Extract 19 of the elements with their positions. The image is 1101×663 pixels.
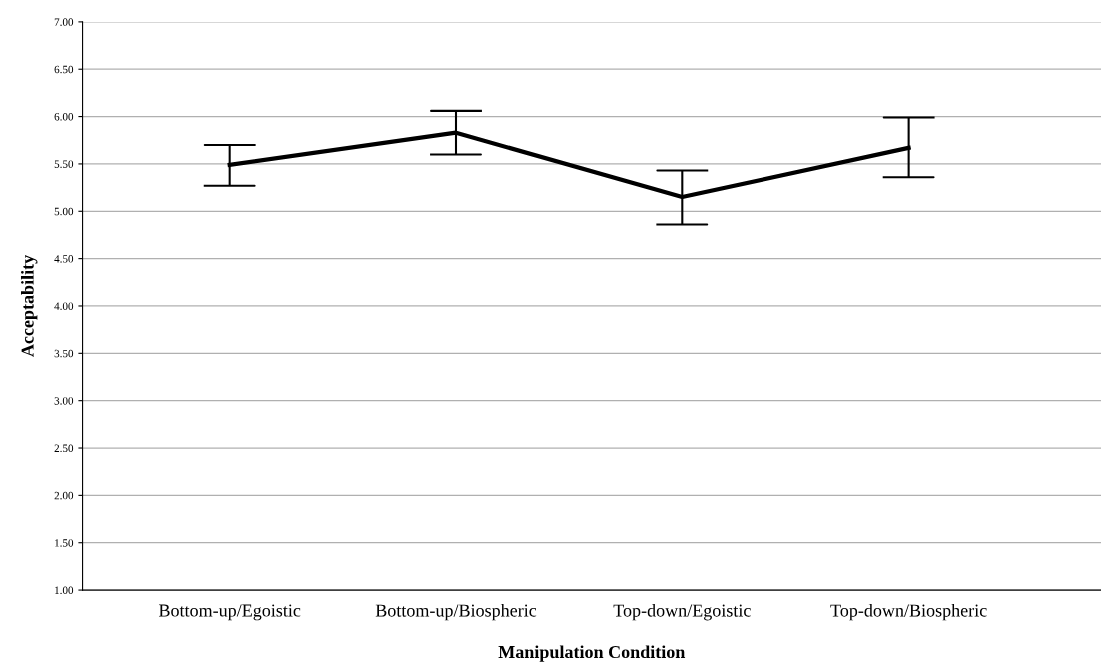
y-tick-label: 2.00 [54,491,74,500]
x-tick-label: Bottom-up/Biospheric [375,603,537,621]
y-tick-label: 1.50 [55,539,74,547]
y-tick-label: 3.50 [54,349,74,358]
y-tick-label: 6.50 [54,65,74,74]
y-axis-title: Acceptability [21,255,38,357]
y-tick-label: 5.00 [54,207,74,216]
x-tick-label: Top-down/Biospheric [830,603,987,621]
y-tick-label: 2.50 [54,444,74,453]
y-tick-label: 4.50 [54,255,74,263]
y-tick-label: 4.00 [54,302,74,310]
x-axis-title: Manipulation Condition [498,645,686,662]
y-tick-label: 6.00 [54,113,74,121]
y-tick-label: 1.00 [55,586,74,595]
y-tick-label: 3.00 [54,397,74,405]
x-tick-label: Top-down/Egoistic [613,603,751,621]
y-tick-label: 7.00 [54,18,74,26]
x-tick-label: Bottom-up/Egoistic [158,604,301,621]
y-tick-label: 5.50 [54,160,74,168]
